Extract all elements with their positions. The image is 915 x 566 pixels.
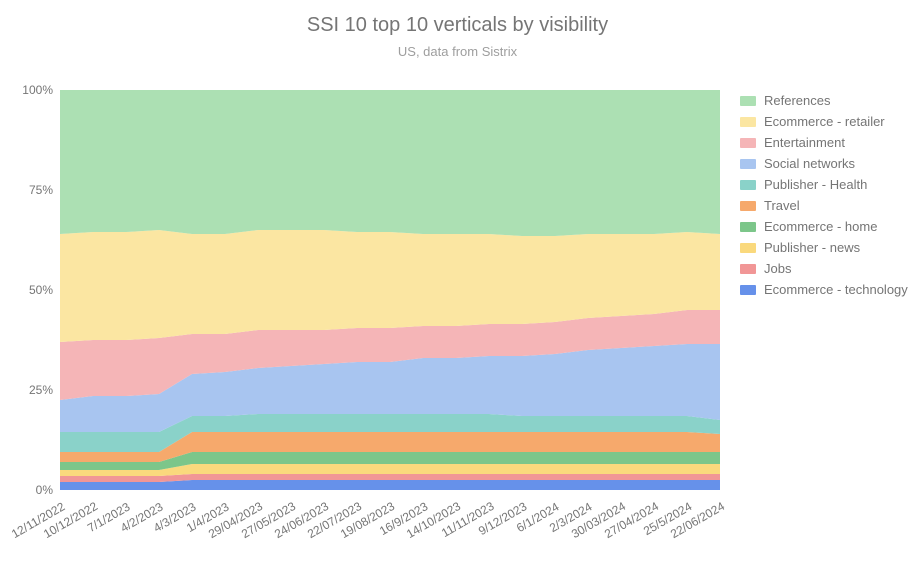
legend-item: Publisher - news	[740, 237, 910, 258]
x-tick-label: 7/1/2023	[85, 499, 132, 534]
x-tick-label: 27/04/2024	[602, 499, 661, 541]
x-tick-label: 22/07/2023	[305, 499, 364, 541]
legend-swatch	[740, 264, 756, 274]
legend-swatch	[740, 285, 756, 295]
legend: References Ecommerce - retailer Entertainm…	[740, 90, 910, 300]
legend-item: Social networks	[740, 153, 910, 174]
legend-label: Entertainment	[764, 135, 845, 150]
legend-label: Ecommerce - technology	[764, 282, 908, 297]
x-tick-label: 19/08/2023	[338, 499, 397, 541]
area-series	[60, 90, 720, 236]
x-tick-label: 30/03/2024	[569, 499, 628, 541]
x-tick-label: 10/12/2022	[41, 499, 100, 541]
y-axis-labels: 0%25%50%75%100%	[0, 90, 55, 490]
x-tick-label: 12/11/2022	[9, 499, 67, 541]
x-tick-label: 6/1/2024	[514, 499, 561, 534]
legend-item: Publisher - Health	[740, 174, 910, 195]
x-tick-label: 2/3/2024	[547, 499, 594, 534]
x-tick-label: 29/04/2023	[206, 499, 265, 541]
y-tick-label: 100%	[22, 83, 53, 97]
legend-swatch	[740, 243, 756, 253]
legend-label: Jobs	[764, 261, 791, 276]
y-tick-label: 50%	[29, 283, 53, 297]
chart-title: SSI 10 top 10 verticals by visibility	[0, 14, 915, 37]
x-axis-labels: 12/11/202210/12/20227/1/20234/2/20234/3/…	[60, 495, 720, 555]
x-tick-label: 11/11/2023	[439, 499, 496, 540]
x-tick-label: 16/9/2023	[377, 499, 430, 538]
x-tick-label: 27/05/2023	[239, 499, 298, 541]
legend-label: Ecommerce - home	[764, 219, 877, 234]
y-tick-label: 75%	[29, 183, 53, 197]
x-tick-label: 1/4/2023	[184, 499, 231, 534]
x-tick-label: 4/2/2023	[118, 499, 165, 534]
legend-swatch	[740, 96, 756, 106]
legend-item: Ecommerce - home	[740, 216, 910, 237]
plot-svg	[60, 90, 720, 490]
legend-swatch	[740, 201, 756, 211]
x-tick-label: 14/10/2023	[404, 499, 463, 541]
legend-item: Ecommerce - retailer	[740, 111, 910, 132]
legend-item: Entertainment	[740, 132, 910, 153]
legend-swatch	[740, 159, 756, 169]
legend-item: Ecommerce - technology	[740, 279, 910, 300]
legend-label: References	[764, 93, 830, 108]
legend-label: Travel	[764, 198, 800, 213]
x-tick-label: 4/3/2023	[151, 499, 198, 534]
x-tick-label: 22/06/2024	[668, 499, 727, 541]
x-tick-label: 25/5/2024	[641, 499, 694, 538]
chart-subtitle: US, data from Sistrix	[0, 44, 915, 59]
x-tick-label: 24/06/2023	[272, 499, 331, 541]
legend-item: References	[740, 90, 910, 111]
legend-label: Ecommerce - retailer	[764, 114, 885, 129]
legend-swatch	[740, 180, 756, 190]
chart-container: { "chart": { "type": "stacked-area-100pc…	[0, 0, 915, 566]
legend-label: Social networks	[764, 156, 855, 171]
y-tick-label: 25%	[29, 383, 53, 397]
legend-swatch	[740, 222, 756, 232]
legend-swatch	[740, 138, 756, 148]
y-tick-label: 0%	[36, 483, 53, 497]
legend-label: Publisher - news	[764, 240, 860, 255]
legend-swatch	[740, 117, 756, 127]
legend-item: Travel	[740, 195, 910, 216]
plot-area	[60, 90, 720, 490]
legend-label: Publisher - Health	[764, 177, 867, 192]
legend-item: Jobs	[740, 258, 910, 279]
x-tick-label: 9/12/2023	[476, 499, 529, 538]
